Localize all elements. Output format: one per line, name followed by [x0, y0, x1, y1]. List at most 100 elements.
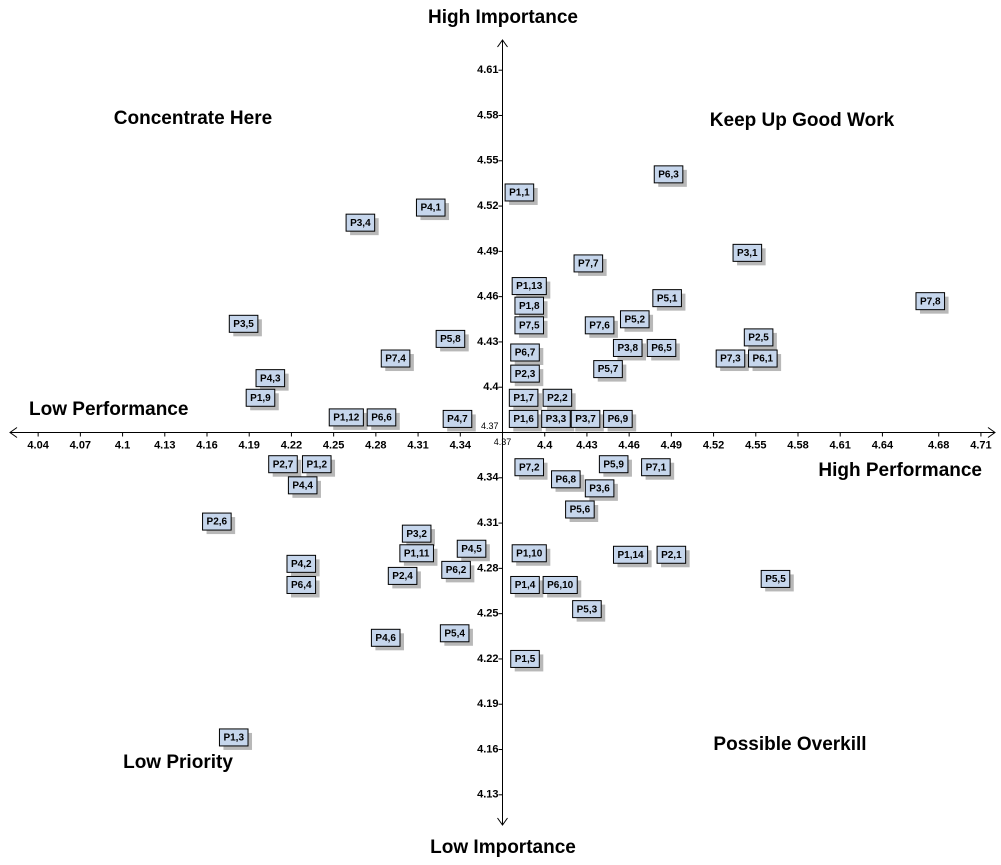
- point-label: P4,7: [447, 414, 468, 425]
- point-label: P4,2: [291, 559, 312, 570]
- y-tick-label: 4.49: [477, 245, 498, 257]
- point-label: P5,4: [444, 628, 465, 639]
- point-label: P1,5: [515, 654, 536, 665]
- point-label: P7,1: [646, 462, 667, 473]
- point-label: P1,3: [223, 733, 244, 744]
- point-label: P3,4: [350, 218, 371, 229]
- point: P1,11: [400, 545, 438, 566]
- point-label: P2,3: [515, 369, 536, 380]
- point: P1,9: [246, 389, 279, 410]
- point: P6,3: [654, 166, 687, 187]
- point: P3,3: [542, 410, 575, 431]
- point: P3,4: [346, 214, 379, 235]
- axis-title-left: Low Performance: [29, 399, 188, 420]
- point: P6,8: [552, 471, 585, 492]
- point: P2,6: [203, 513, 236, 534]
- point-label: P3,7: [575, 414, 596, 425]
- point: P5,7: [594, 361, 627, 382]
- point: P3,8: [613, 339, 646, 360]
- y-tick-label: 4.55: [477, 155, 498, 167]
- x-tick-label: 4.37: [494, 437, 512, 447]
- x-tick-label: 4.55: [745, 439, 766, 451]
- point: P1,4: [511, 576, 544, 597]
- point: P1,7: [509, 389, 542, 410]
- point-label: P6,7: [515, 348, 536, 359]
- point: P7,3: [716, 350, 749, 371]
- point-label: P5,6: [570, 505, 591, 516]
- point-label: P1,14: [617, 550, 644, 561]
- x-tick-label: 4.34: [450, 439, 472, 451]
- point: P5,9: [599, 456, 632, 477]
- y-tick-label: 4.58: [477, 109, 498, 121]
- point: P5,1: [653, 290, 686, 311]
- point-label: P1,9: [250, 393, 271, 404]
- point: P2,5: [744, 329, 777, 350]
- y-tick-label: 4.46: [477, 291, 498, 303]
- point-label: P6,8: [556, 474, 577, 485]
- axis-title-bottom: Low Importance: [430, 837, 576, 858]
- point-label: P2,5: [748, 333, 769, 344]
- point-label: P6,3: [658, 169, 679, 180]
- point-label: P7,6: [589, 320, 610, 331]
- point-label: P1,4: [515, 580, 536, 591]
- point: P3,5: [229, 315, 262, 336]
- y-tick-label: 4.22: [477, 653, 498, 665]
- point: P1,6: [509, 410, 542, 431]
- y-tick-label: 4.61: [477, 64, 498, 76]
- point-label: P3,3: [546, 414, 567, 425]
- point-label: P3,6: [589, 483, 610, 494]
- y-tick-label: 4.52: [477, 200, 498, 212]
- point-label: P5,7: [598, 364, 619, 375]
- point: P5,2: [620, 311, 653, 332]
- point-label: P4,6: [375, 633, 396, 644]
- point: P6,7: [511, 344, 544, 365]
- x-tick-label: 4.68: [928, 439, 949, 451]
- point-label: P5,8: [440, 334, 461, 345]
- point-label: P5,9: [603, 459, 624, 470]
- y-tick-label: 4.43: [477, 336, 498, 348]
- point: P3,1: [733, 244, 766, 265]
- point: P6,5: [647, 339, 680, 360]
- point: P6,2: [442, 561, 475, 582]
- point: P1,1: [505, 184, 538, 205]
- point: P1,14: [613, 546, 651, 567]
- point: P3,2: [402, 525, 435, 546]
- quadrant-label: Concentrate Here: [114, 108, 272, 129]
- point-label: P1,12: [333, 413, 360, 424]
- point-label: P6,2: [446, 565, 467, 576]
- point: P1,10: [512, 545, 550, 566]
- x-tick-label: 4.07: [70, 439, 91, 451]
- point: P6,1: [749, 350, 782, 371]
- point: P4,7: [443, 410, 476, 431]
- point: P4,6: [371, 629, 404, 650]
- point: P7,1: [642, 459, 675, 480]
- axis-title-right: High Performance: [818, 460, 982, 481]
- point: P1,3: [219, 729, 252, 750]
- point-label: P4,5: [461, 544, 482, 555]
- point: P7,6: [585, 317, 618, 338]
- point: P7,7: [574, 255, 607, 276]
- point: P6,4: [287, 576, 320, 597]
- y-tick-label: 4.34: [477, 472, 499, 484]
- point-label: P5,1: [657, 293, 678, 304]
- y-tick-label: 4.31: [477, 517, 498, 529]
- point-label: P1,7: [513, 393, 534, 404]
- y-tick-label: 4.4: [483, 381, 499, 393]
- point-label: P6,9: [608, 414, 629, 425]
- point-label: P3,8: [617, 343, 638, 354]
- point: P5,8: [436, 330, 469, 351]
- point: P5,6: [566, 501, 599, 522]
- point: P4,4: [288, 477, 321, 498]
- point-label: P2,1: [661, 550, 682, 561]
- point: P7,8: [916, 293, 949, 314]
- point: P3,6: [585, 480, 618, 501]
- point-label: P6,4: [291, 580, 312, 591]
- x-tick-label: 4.28: [365, 439, 386, 451]
- point: P3,7: [571, 410, 604, 431]
- point-label: P2,6: [207, 517, 228, 528]
- point-label: P6,6: [371, 413, 392, 424]
- point-label: P5,3: [577, 604, 598, 615]
- x-tick-label: 4.13: [154, 439, 175, 451]
- point: P1,2: [302, 456, 335, 477]
- point: P7,5: [515, 317, 548, 338]
